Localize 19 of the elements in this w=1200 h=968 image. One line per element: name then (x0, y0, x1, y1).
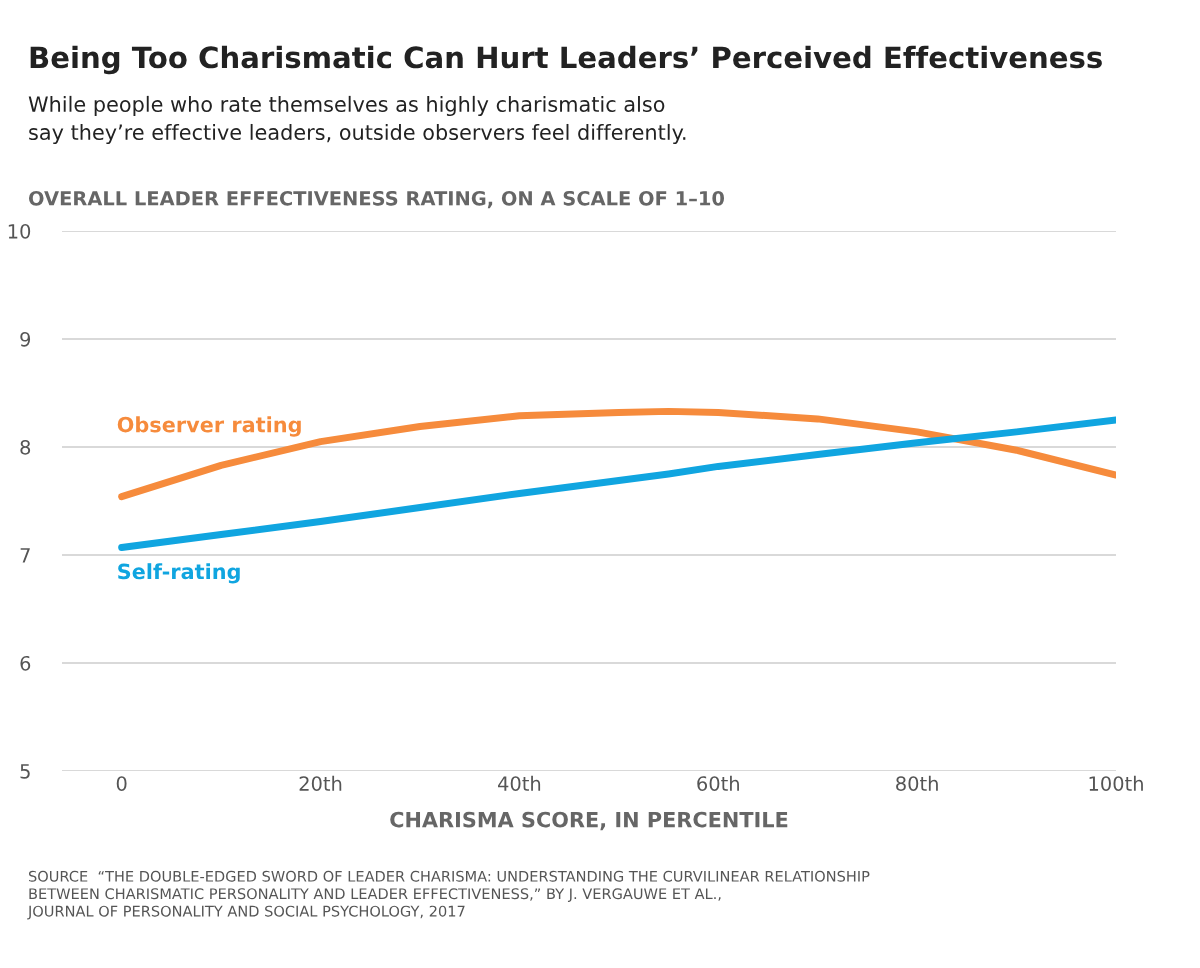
x-tick-label: 80th (896, 775, 938, 791)
y-tick-label: 6 (20, 655, 31, 671)
y-tick-label: 5 (20, 764, 30, 779)
x-tick-label: 100th (1089, 775, 1143, 791)
series-label: Self-rating (118, 563, 240, 584)
x-tick-label: 0 (116, 776, 127, 791)
y-tick-label: 9 (20, 331, 31, 347)
x-tick-label: 40th (498, 775, 541, 791)
y-tick-label: 10 (8, 223, 31, 239)
chart-title: Being Too Charismatic Can Hurt Leaders’ Perceived Effectiveness (30, 45, 1102, 75)
x-tick-label: 60th (697, 775, 739, 791)
y-axis-title: OVERALL LEADER EFFECTIVENESS RATING, ON A SCALE OF 1–10 (28, 190, 725, 209)
series-label: Observer rating (117, 416, 301, 437)
x-axis-title: CHARISMA SCORE, IN PERCENTILE (390, 811, 788, 831)
source-note: SOURCE “THE DOUBLE-EDGED SWORD OF LEADER CHARISMA: UNDERSTANDING THE CURVILINEAR RELATIONSHIP BETWEEN CHARISMATIC PERSONALITY AND LEADER EFFECTIVENESS,” BY J. VERGAUWE ET AL., JOURNAL OF PERSONALITY AND SOCIAL PSYCHOLOGY, 2017 (27, 870, 870, 920)
y-tick-label: 7 (20, 548, 30, 563)
y-tick-label: 8 (20, 439, 31, 455)
chart-subtitle: While people who rate themselves as highly charismatic also say they’re effective leaders, outside observers feel differently. (28, 95, 686, 145)
x-tick-label: 20th (299, 775, 342, 791)
